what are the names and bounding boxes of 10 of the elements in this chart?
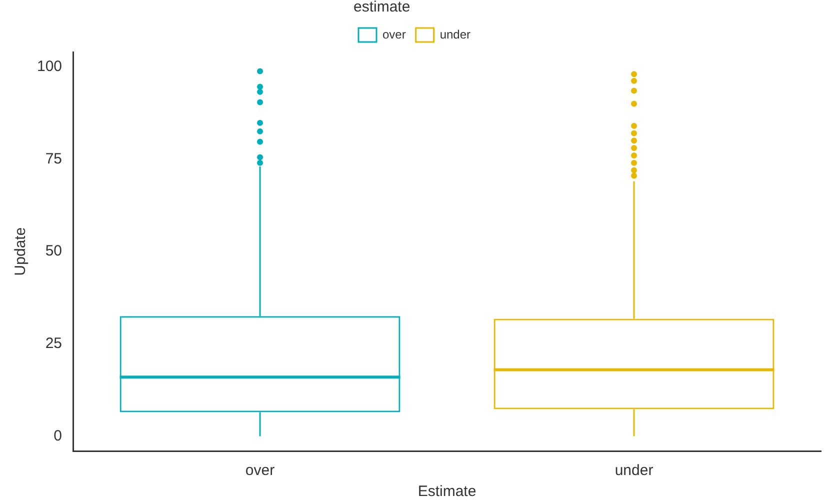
x-axis-title: Estimate — [418, 483, 476, 500]
legend-label: under — [440, 27, 471, 42]
y-tick-label: 0 — [54, 427, 62, 444]
y-tick-label: 50 — [45, 242, 62, 260]
y-axis-title: Update — [12, 227, 30, 276]
y-tick-label: 100 — [36, 58, 62, 75]
y-tick-label: 75 — [45, 150, 62, 168]
legend-title: estimate — [353, 0, 410, 16]
legend-label: over — [382, 27, 406, 42]
y-tick-label: 25 — [45, 335, 62, 352]
